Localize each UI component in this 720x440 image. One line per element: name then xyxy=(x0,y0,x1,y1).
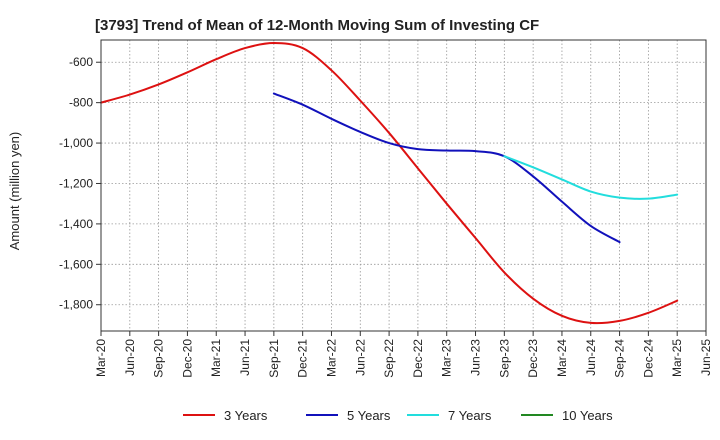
x-tick-label: Dec-24 xyxy=(641,339,655,378)
series-line-7-years xyxy=(503,155,679,200)
x-tick-label: Sep-24 xyxy=(613,339,627,378)
y-tick-label: -1,800 xyxy=(59,298,93,312)
x-tick-label: Mar-21 xyxy=(209,339,223,377)
x-tick-label: Dec-20 xyxy=(180,339,194,378)
x-axis-ticks: Mar-20 Jun-20 Sep-20 Dec-20 Mar-21 Jun-21 Sep-… xyxy=(94,331,713,378)
grid-lines xyxy=(101,40,706,331)
x-tick-label: Mar-24 xyxy=(555,339,569,377)
x-tick-label: Sep-21 xyxy=(267,339,281,378)
x-tick-label: Jun-20 xyxy=(123,339,137,376)
x-tick-label: Mar-23 xyxy=(440,339,454,377)
legend: 3 Years 5 Years 7 Years 10 Years xyxy=(183,408,613,423)
x-tick-label: Sep-23 xyxy=(497,339,511,378)
y-axis-ticks: -600 -800 -1,000 -1,200 -1,400 -1,600 -1,800 xyxy=(59,55,101,312)
y-tick-label: -1,000 xyxy=(59,136,93,150)
x-tick-label: Jun-25 xyxy=(699,339,713,376)
y-tick-label: -600 xyxy=(69,55,93,69)
x-tick-label: Dec-23 xyxy=(526,339,540,378)
y-tick-label: -1,400 xyxy=(59,217,93,231)
x-tick-label: Jun-24 xyxy=(584,339,598,376)
x-tick-label: Mar-22 xyxy=(324,339,338,377)
x-tick-label: Jun-21 xyxy=(238,339,252,376)
series-line-5-years xyxy=(272,92,621,244)
series-line-3-years xyxy=(100,42,679,325)
x-tick-label: Dec-22 xyxy=(411,339,425,378)
chart-title: [3793] Trend of Mean of 12-Month Moving … xyxy=(95,17,539,34)
legend-label-5-years: 5 Years xyxy=(347,408,391,423)
series-lines xyxy=(100,42,679,325)
plot-area xyxy=(101,40,706,331)
plot-border xyxy=(100,39,707,332)
y-tick-label: -1,600 xyxy=(59,257,93,271)
x-tick-label: Jun-22 xyxy=(353,339,367,376)
y-tick-label: -800 xyxy=(69,96,93,110)
legend-label-7-years: 7 Years xyxy=(448,408,492,423)
x-tick-label: Mar-20 xyxy=(94,339,108,377)
x-tick-label: Dec-21 xyxy=(296,339,310,378)
legend-label-10-years: 10 Years xyxy=(562,408,613,423)
x-tick-label: Sep-20 xyxy=(152,339,166,378)
x-tick-label: Sep-22 xyxy=(382,339,396,378)
x-tick-label: Jun-23 xyxy=(469,339,483,376)
legend-label-3-years: 3 Years xyxy=(224,408,268,423)
y-tick-label: -1,200 xyxy=(59,176,93,190)
x-tick-label: Mar-25 xyxy=(670,339,684,377)
y-axis-label: Amount (million yen) xyxy=(7,132,22,251)
